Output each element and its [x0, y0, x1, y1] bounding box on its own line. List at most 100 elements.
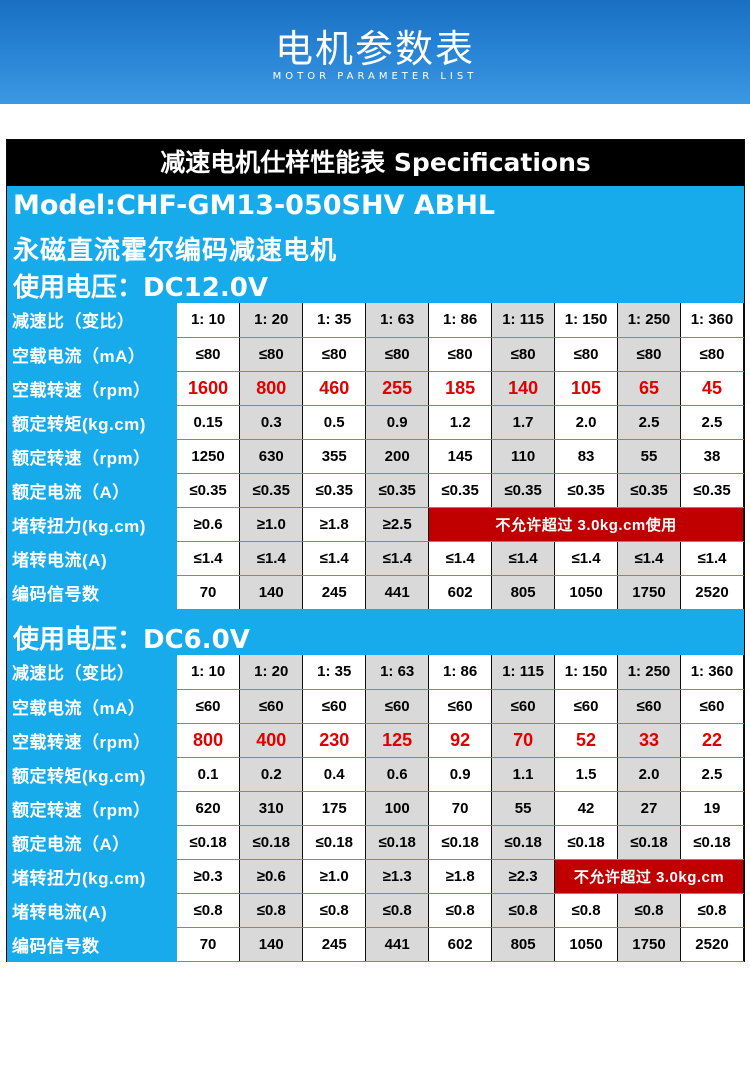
value-cell: 2.0	[617, 757, 681, 792]
value-cell: ≤60	[554, 689, 619, 724]
value-cell: 1250	[176, 439, 241, 474]
value-cell: ≤1.4	[491, 541, 556, 576]
value-cell: ≤0.18	[428, 825, 493, 860]
value-cell: ≤80	[680, 337, 745, 372]
value-cell: 140	[491, 371, 556, 406]
spec-panel: 减速电机仕样性能表 Specifications Model:CHF-GM13-…	[6, 139, 745, 962]
table-row: 堵转扭力(kg.cm) ≥0.6 ≥1.0 ≥1.8 ≥2.5 不允许超过 3.0kg.c…	[7, 507, 744, 542]
value-cell: ≤80	[617, 337, 681, 372]
value-cell: ≤80	[491, 337, 556, 372]
value-cell: ≥1.8	[428, 859, 493, 894]
row-label: 额定转矩(kg.cm)	[7, 405, 177, 440]
value-cell: ≥1.0	[239, 507, 304, 542]
value-cell: 602	[428, 927, 493, 962]
value-cell: 1.5	[554, 757, 619, 792]
value-cell: 630	[239, 439, 304, 474]
value-cell: ≤0.35	[491, 473, 556, 508]
value-cell: ≤0.18	[680, 825, 745, 860]
row-label: 空载电流（mA）	[7, 689, 177, 724]
value-cell: 200	[365, 439, 430, 474]
table-row: 空载电流（mA） ≤60 ≤60 ≤60 ≤60 ≤60 ≤60 ≤60 ≤60 ≤60	[7, 689, 745, 724]
value-cell: ≤0.8	[428, 893, 493, 928]
row-label: 额定转速（rpm）	[7, 439, 177, 474]
value-cell: 441	[365, 575, 430, 610]
value-cell: 38	[680, 439, 745, 474]
value-cell: ≤0.35	[239, 473, 304, 508]
value-cell: ≤0.35	[617, 473, 681, 508]
value-cell: 140	[239, 575, 304, 610]
row-label: 额定电流（A）	[7, 825, 177, 860]
value-cell: 55	[617, 439, 681, 474]
row-label: 编码信号数	[7, 575, 177, 610]
value-cell: ≤0.8	[365, 893, 430, 928]
value-cell: 441	[365, 927, 430, 962]
value-cell: 70	[491, 723, 556, 758]
table-row: 额定转矩(kg.cm) 0.1 0.2 0.4 0.6 0.9 1.1 1.5 2.0 2.5	[7, 757, 745, 792]
stall-torque-warning: 不允许超过 3.0kg.cm使用	[428, 507, 744, 542]
table-row: 空载电流（mA） ≤80 ≤80 ≤80 ≤80 ≤80 ≤80 ≤80 ≤80 ≤80	[7, 337, 745, 372]
value-cell: 92	[428, 723, 493, 758]
value-cell: 310	[239, 791, 304, 826]
value-cell: 83	[554, 439, 619, 474]
value-cell: 2520	[680, 575, 745, 610]
row-label: 堵转电流(A)	[7, 893, 177, 928]
value-cell: 45	[680, 371, 745, 406]
value-cell: ≤80	[302, 337, 367, 372]
value-cell: 145	[428, 439, 493, 474]
value-cell: ≥0.3	[176, 859, 241, 894]
table-row: 额定转速（rpm） 620 310 175 100 70 55 42 27 19	[7, 791, 745, 826]
table-row: 额定转速（rpm） 1250 630 355 200 145 110 83 55 38	[7, 439, 745, 474]
value-cell: 1: 10	[176, 655, 241, 690]
value-cell: ≤0.18	[176, 825, 241, 860]
value-cell: 1: 86	[428, 655, 493, 690]
value-cell: 245	[302, 927, 367, 962]
value-cell: ≤0.35	[176, 473, 241, 508]
value-cell: 1: 115	[491, 303, 556, 338]
table-row: 减速比（变比） 1: 10 1: 20 1: 35 1: 63 1: 86 1: 115 1:…	[7, 303, 745, 338]
value-cell: 55	[491, 791, 556, 826]
value-cell: ≤60	[491, 689, 556, 724]
value-cell: ≤60	[617, 689, 681, 724]
value-cell: 52	[554, 723, 619, 758]
table-row: 堵转电流(A) ≤1.4 ≤1.4 ≤1.4 ≤1.4 ≤1.4 ≤1.4 ≤1.4 ≤1.4 ≤…	[7, 541, 745, 576]
title-banner: 电机参数表 MOTOR PARAMETER LIST	[0, 0, 750, 104]
value-cell: ≤0.8	[176, 893, 241, 928]
page-subtitle: MOTOR PARAMETER LIST	[272, 71, 478, 82]
value-cell: 1: 10	[176, 303, 241, 338]
value-cell: 22	[680, 723, 745, 758]
voltage-6v-heading: 使用电压：DC6.0V	[13, 625, 250, 655]
value-cell: ≤80	[554, 337, 619, 372]
value-cell: ≤80	[365, 337, 430, 372]
value-cell: ≤0.35	[302, 473, 367, 508]
value-cell: 1600	[176, 371, 241, 406]
value-cell: ≤1.4	[302, 541, 367, 576]
row-label: 额定转速（rpm）	[7, 791, 177, 826]
table-row: 堵转扭力(kg.cm) ≥0.3 ≥0.6 ≥1.0 ≥1.3 ≥1.8 ≥2.3 不允许超过…	[7, 859, 744, 894]
value-cell: 125	[365, 723, 430, 758]
value-cell: 65	[617, 371, 681, 406]
value-cell: 0.4	[302, 757, 367, 792]
value-cell: 100	[365, 791, 430, 826]
value-cell: ≤1.4	[680, 541, 745, 576]
value-cell: ≤60	[365, 689, 430, 724]
table-row: 额定电流（A） ≤0.18 ≤0.18 ≤0.18 ≤0.18 ≤0.18 ≤0.18 ≤0.…	[7, 825, 745, 860]
table-row: 额定转矩(kg.cm) 0.15 0.3 0.5 0.9 1.2 1.7 2.0 2.5 2.5	[7, 405, 745, 440]
value-cell: ≤1.4	[617, 541, 681, 576]
value-cell: 1: 63	[365, 655, 430, 690]
value-cell: 1050	[554, 575, 619, 610]
value-cell: ≥0.6	[176, 507, 241, 542]
voltage-12v-heading: 使用电压：DC12.0V	[13, 273, 268, 303]
value-cell: 1.1	[491, 757, 556, 792]
value-cell: ≤1.4	[365, 541, 430, 576]
value-cell: 805	[491, 575, 556, 610]
row-label: 堵转扭力(kg.cm)	[7, 859, 177, 894]
product-name: 永磁直流霍尔编码减速电机	[13, 236, 338, 266]
value-cell: 33	[617, 723, 681, 758]
value-cell: 0.9	[428, 757, 493, 792]
value-cell: 620	[176, 791, 241, 826]
value-cell: ≤0.18	[302, 825, 367, 860]
value-cell: ≤1.4	[554, 541, 619, 576]
value-cell: ≤0.8	[680, 893, 745, 928]
value-cell: 1: 20	[239, 655, 304, 690]
value-cell: ≤60	[428, 689, 493, 724]
